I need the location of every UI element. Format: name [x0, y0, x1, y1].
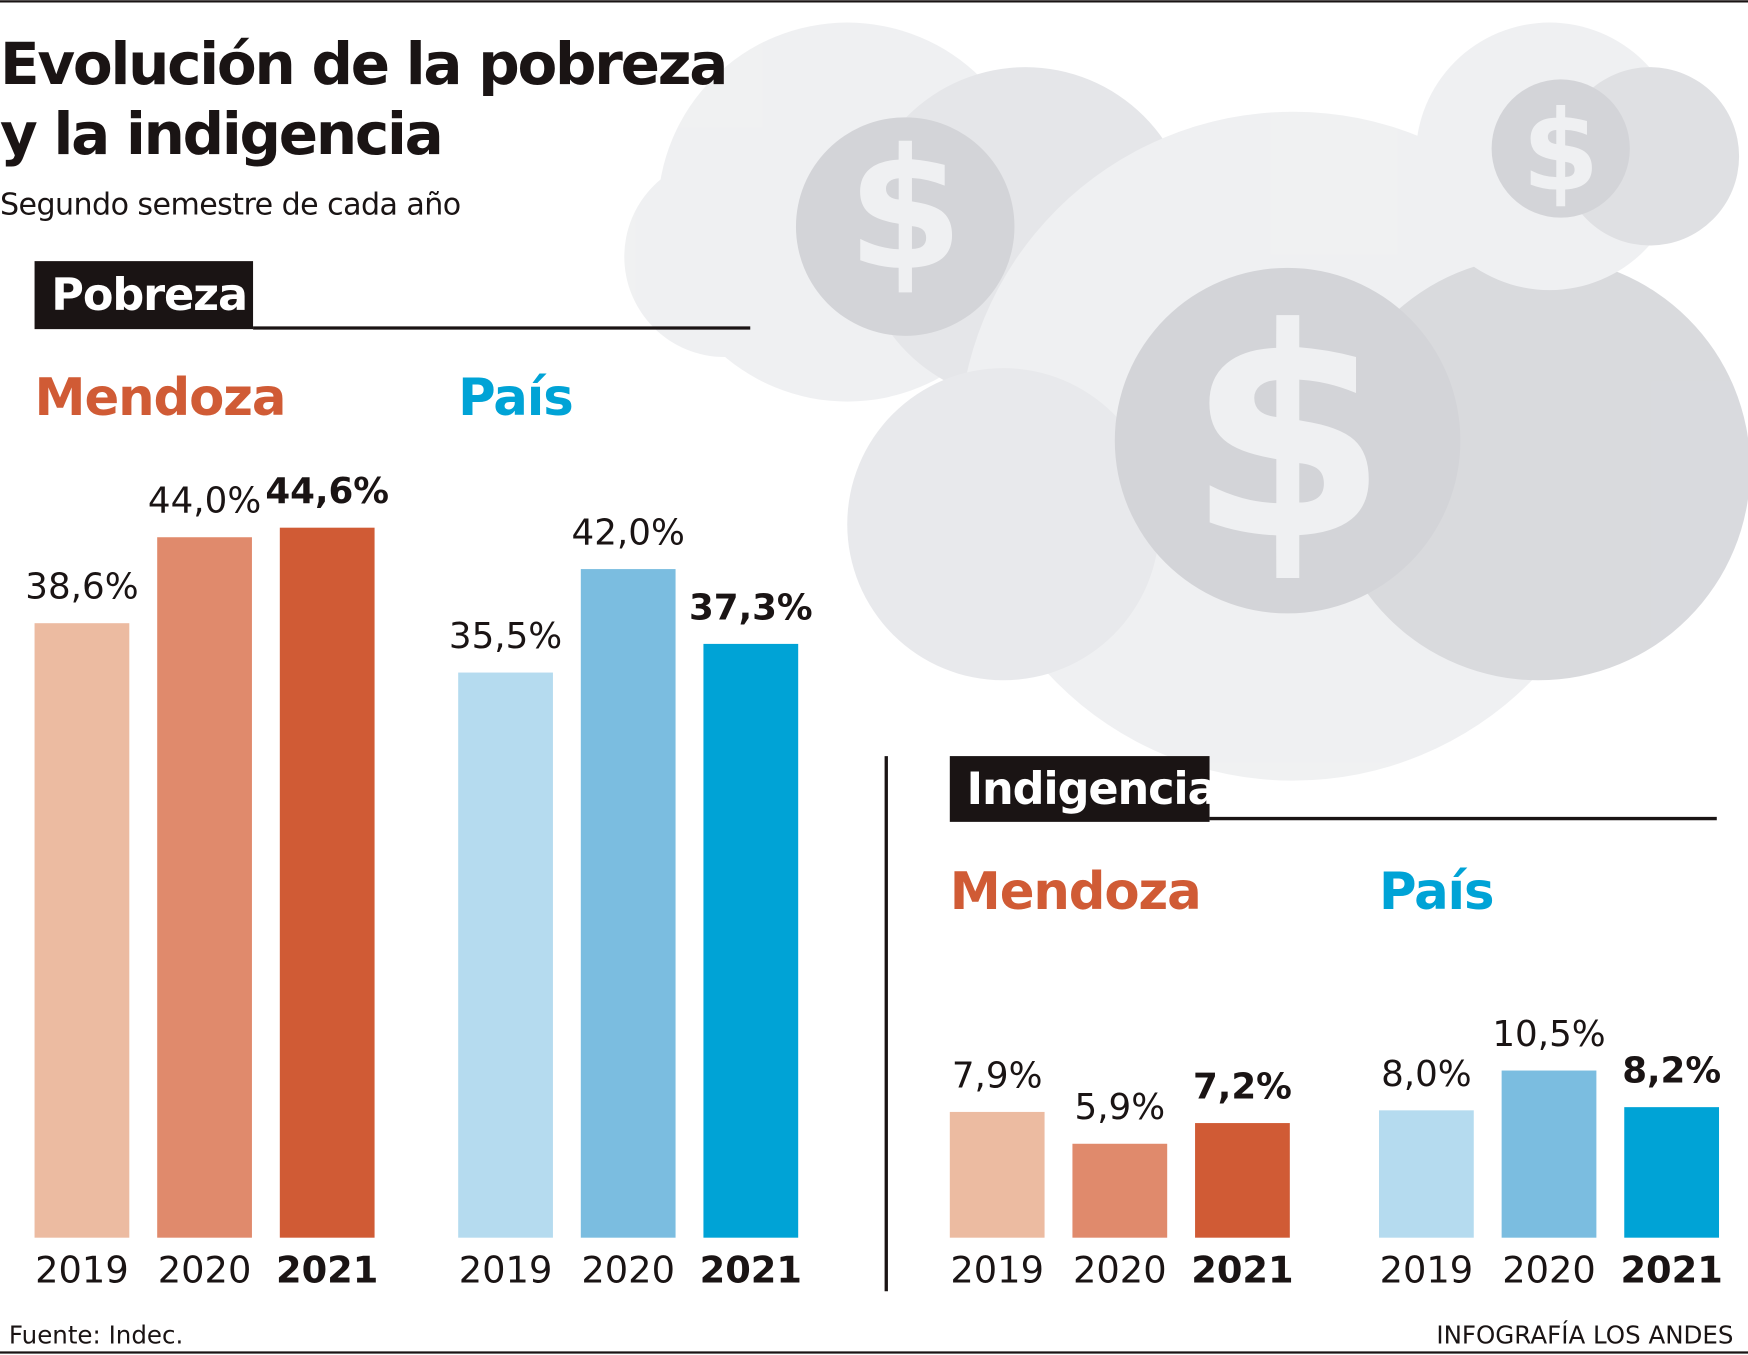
- group-title: Mendoza: [35, 368, 286, 428]
- x-tick-label: 2021: [1191, 1248, 1293, 1291]
- x-tick-label: 2019: [459, 1248, 553, 1291]
- value-label: 7,2%: [1193, 1067, 1292, 1108]
- bar: [279, 527, 375, 1238]
- section-heading: Indigencia: [967, 763, 1217, 815]
- value-label: 7,9%: [952, 1055, 1043, 1096]
- section-heading: Pobreza: [51, 269, 247, 321]
- bar: [580, 569, 676, 1238]
- bar: [1624, 1107, 1720, 1238]
- value-label: 8,2%: [1622, 1051, 1721, 1092]
- source: Fuente: Indec.: [9, 1321, 183, 1350]
- bar: [34, 623, 130, 1238]
- value-label: 5,9%: [1075, 1087, 1166, 1128]
- value-label: 35,5%: [449, 616, 562, 657]
- credit: INFOGRAFÍA LOS ANDES: [1436, 1321, 1733, 1350]
- title-line-2: y la indigencia: [0, 100, 442, 168]
- x-tick-label: 2020: [1073, 1248, 1167, 1291]
- bar: [949, 1111, 1045, 1238]
- bar: [458, 672, 553, 1238]
- title-line-1: Evolución de la pobreza: [0, 30, 726, 98]
- value-label: 38,6%: [25, 567, 138, 608]
- x-tick-label: 2020: [1502, 1248, 1596, 1291]
- value-label: 44,0%: [148, 481, 261, 522]
- value-label: 37,3%: [689, 587, 813, 628]
- x-tick-label: 2019: [35, 1248, 129, 1291]
- section-box: [34, 261, 254, 330]
- subtitle: Segundo semestre de cada año: [0, 187, 461, 222]
- bar: [1501, 1070, 1597, 1238]
- dollar-icon: $: [1187, 267, 1389, 604]
- value-label: 8,0%: [1381, 1054, 1472, 1095]
- x-tick-label: 2019: [1380, 1248, 1474, 1291]
- group-title: País: [458, 368, 572, 428]
- x-tick-label: 2021: [276, 1248, 378, 1291]
- value-label: 10,5%: [1492, 1014, 1605, 1055]
- section-box: [949, 756, 1210, 822]
- dollar-icon: $: [847, 114, 963, 308]
- x-tick-label: 2020: [158, 1248, 252, 1291]
- group-title: Mendoza: [950, 862, 1201, 922]
- x-tick-label: 2021: [700, 1248, 802, 1291]
- dollar-icon: $: [1522, 88, 1600, 217]
- bar: [1072, 1143, 1168, 1238]
- bar: [1195, 1123, 1290, 1238]
- clouds: $ $ $: [624, 22, 1748, 781]
- bar: [703, 643, 799, 1238]
- x-tick-label: 2019: [950, 1248, 1044, 1291]
- bar: [1379, 1110, 1474, 1238]
- x-tick-label: 2021: [1620, 1248, 1722, 1291]
- bar: [157, 537, 252, 1238]
- group-title: País: [1379, 862, 1493, 922]
- value-label: 42,0%: [572, 513, 685, 554]
- x-tick-label: 2020: [581, 1248, 675, 1291]
- value-label: 44,6%: [265, 471, 389, 512]
